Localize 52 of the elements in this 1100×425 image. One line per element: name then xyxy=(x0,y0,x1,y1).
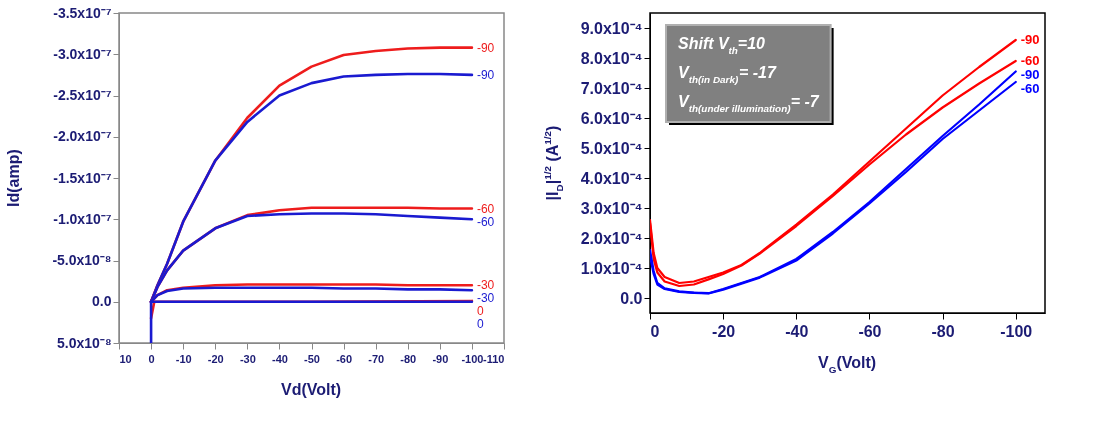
x-tick-label: -20 xyxy=(207,352,224,365)
series-label: -30 xyxy=(476,278,495,293)
series-label: -90 xyxy=(476,40,495,55)
series-label: -90 xyxy=(1020,67,1040,82)
x-tick-label: 10 xyxy=(119,352,132,365)
x-tick-label: 0 xyxy=(148,352,155,365)
y-axis-title: |ID|1/2 (A1/2) xyxy=(541,125,565,201)
y-tick-label: -1.5x10⁻⁷ xyxy=(53,169,112,186)
x-tick-label: -10 xyxy=(175,352,192,365)
x-axis-title: Vd(Volt) xyxy=(281,381,342,398)
y-tick-label: 2.0x10⁻⁴ xyxy=(580,229,643,247)
series-label: -90 xyxy=(1020,32,1040,47)
x-tick-label: -90 xyxy=(432,352,449,365)
x-tick-label: -40 xyxy=(785,322,809,340)
x-tick-label: -60 xyxy=(858,322,882,340)
x-tick-label: 0 xyxy=(650,322,660,340)
y-tick-label: 4.0x10⁻⁴ xyxy=(580,169,643,187)
y-tick-label: 8.0x10⁻⁴ xyxy=(580,49,643,67)
series-label: -60 xyxy=(1020,81,1040,96)
y-tick-label: 3.0x10⁻⁴ xyxy=(580,199,643,217)
y-tick-label: -2.0x10⁻⁷ xyxy=(53,128,112,145)
x-tick-label: -40 xyxy=(271,352,288,365)
x-tick-label: -70 xyxy=(368,352,385,365)
x-tick-label: -80 xyxy=(931,322,955,340)
y-tick-label: -3.5x10⁻⁷ xyxy=(53,4,112,21)
series-label: -30 xyxy=(476,291,495,306)
y-tick-label: -1.0x10⁻⁷ xyxy=(53,210,112,227)
series-label: -60 xyxy=(476,201,495,216)
x-tick-label: -50 xyxy=(304,352,320,365)
x-tick-label: -100 xyxy=(461,352,484,365)
y-axis-title: Id(amp) xyxy=(5,149,22,208)
x-tick-label: -100 xyxy=(1000,322,1033,340)
y-tick-label: 5.0x10⁻⁸ xyxy=(57,334,112,351)
series-label: -60 xyxy=(476,214,495,229)
y-tick-label: 0.0 xyxy=(620,289,643,307)
y-tick-label: -3.0x10⁻⁷ xyxy=(53,45,112,62)
x-tick-label: -80 xyxy=(400,352,417,365)
y-tick-label: -2.5x10⁻⁷ xyxy=(53,87,112,103)
x-tick-label: -60 xyxy=(336,352,353,365)
y-tick-label: 5.0x10⁻⁴ xyxy=(580,139,643,157)
series-label: -60 xyxy=(1020,53,1040,68)
y-tick-label: 1.0x10⁻⁴ xyxy=(580,259,643,277)
x-tick-label: -30 xyxy=(239,352,256,365)
y-tick-label: 9.0x10⁻⁴ xyxy=(580,19,643,37)
y-tick-label: 6.0x10⁻⁴ xyxy=(580,109,643,127)
series-label: 0 xyxy=(476,304,484,319)
y-tick-label: -5.0x10⁻⁸ xyxy=(52,252,112,268)
y-tick-label: 7.0x10⁻⁴ xyxy=(580,79,643,97)
x-tick-label: -110 xyxy=(483,352,505,365)
y-tick-label: 0.0 xyxy=(92,293,112,310)
series-label: -90 xyxy=(476,67,495,82)
x-tick-label: -20 xyxy=(712,322,736,340)
